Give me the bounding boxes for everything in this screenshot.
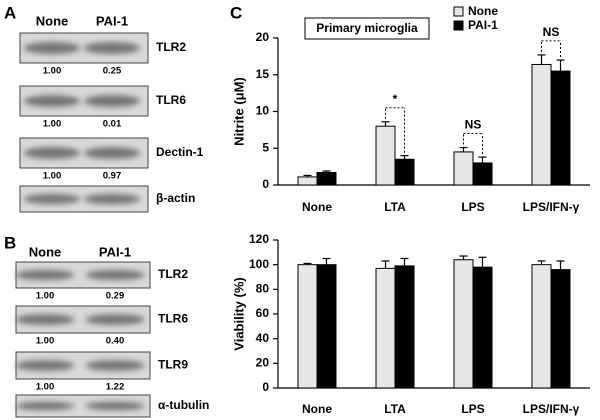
x-tick-label: None [302,200,332,214]
bar [375,125,396,186]
blot-band [85,401,145,411]
legend-swatch [453,20,464,31]
legend-swatch [453,6,464,17]
bar [316,172,337,186]
annotation: Primary microglia [316,21,418,35]
quantification: 1.22 [106,382,125,393]
y-tick-label: 20 [256,356,270,370]
y-tick-label: 15 [256,67,270,81]
bar [375,267,396,389]
y-tick-label: 0 [262,380,269,394]
quantification: 0.25 [103,66,122,77]
x-tick-label: LPS/IFN-γ [523,402,580,416]
bar [472,162,493,186]
blot-band [83,95,141,107]
legend-label: None [468,4,498,18]
y-tick-label: 5 [262,140,269,154]
bar [394,265,415,389]
y-tick-label: 60 [256,306,270,320]
panel-label: A [4,3,16,22]
panel-label: C [230,3,242,22]
blot-band [85,314,145,325]
x-tick-label: LTA [384,200,406,214]
legend-label: PAI-1 [468,18,498,32]
significance-label: * [393,92,398,106]
y-tick-label: 100 [249,257,269,271]
bar [316,264,337,389]
blot-band [83,42,141,54]
y-tick-label: 40 [256,331,270,345]
y-tick-label: 120 [249,232,269,246]
bar [297,264,318,389]
quantification: 0.01 [103,119,122,130]
quantification: 1.00 [43,66,62,77]
blot-name: TLR2 [156,40,186,54]
blot-band [15,401,75,411]
x-tick-label: LPS [461,200,484,214]
blot-name: α-tubulin [158,398,209,412]
quantification: 1.00 [36,382,55,393]
blot-name: TLR9 [158,358,188,372]
blot-band [23,147,81,159]
column-header: PAI-1 [96,13,128,28]
bar [550,269,571,389]
quantification: 0.40 [106,336,125,347]
blot-name: TLR6 [158,312,188,326]
blot-name: TLR6 [156,93,186,107]
bar [531,63,552,186]
significance-label: NS [543,25,560,39]
blot-band [23,95,81,107]
x-tick-label: LTA [384,402,406,416]
quantification: 0.97 [103,171,122,182]
quantification: 1.00 [43,119,62,130]
y-axis-label: Nitrite (μM) [231,77,246,146]
blot-band [83,193,141,205]
y-tick-label: 10 [256,104,270,118]
blot-band [23,193,81,205]
blot-band [15,269,75,281]
bar [550,70,571,186]
x-tick-label: LPS [461,402,484,416]
quantification: 0.29 [106,291,125,302]
blot-band [23,42,81,54]
bar [531,264,552,389]
panel-label: B [4,233,16,252]
bar [472,266,493,389]
x-tick-label: None [302,402,332,416]
blot-name: Dectin-1 [156,145,204,159]
bar [453,151,474,186]
quantification: 1.00 [36,291,55,302]
column-header: None [36,13,69,28]
annotation-box [304,17,430,40]
blot-band [15,360,75,371]
x-tick-label: LPS/IFN-γ [523,200,580,214]
column-header: PAI-1 [99,244,131,259]
bar [453,259,474,389]
significance-label: NS [465,118,482,132]
quantification: 1.00 [43,171,62,182]
blot-band [83,147,141,159]
y-tick-label: 20 [256,30,270,44]
blot-band [85,360,145,371]
bar [394,158,415,186]
bar [297,176,318,186]
y-axis-label: Viability (%) [231,277,246,350]
y-tick-label: 0 [262,177,269,191]
quantification: 1.00 [36,336,55,347]
y-tick-label: 80 [256,282,270,296]
blot-name: TLR2 [158,267,188,281]
blot-band [85,269,145,281]
blot-name: β-actin [156,191,195,205]
blot-band [15,314,75,325]
column-header: None [29,244,62,259]
